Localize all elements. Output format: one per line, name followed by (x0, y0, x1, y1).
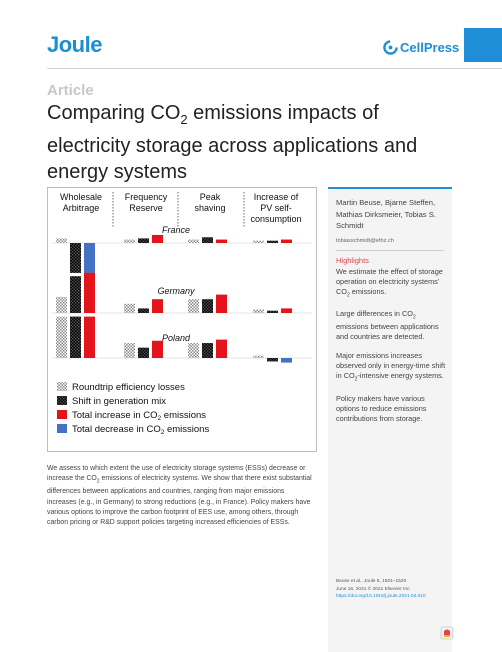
panel-title: Germany (157, 286, 195, 296)
highlights-list: We estimate the effect of storage operat… (328, 267, 452, 424)
shift-bar (70, 243, 81, 273)
shift-bar (202, 299, 213, 313)
column-header-line: Arbitrage (63, 203, 100, 213)
publisher-name: CellPress (400, 40, 460, 55)
column-header-line: consumption (250, 214, 301, 224)
highlights-heading: Highlights (336, 255, 369, 265)
highlight-subscript: 2 (412, 314, 416, 321)
article-title: Comparing CO2 emissions impacts of elect… (47, 100, 447, 185)
cellpress-icon (383, 40, 398, 55)
doi-link[interactable]: https://doi.org/10.1016/j.joule.2021.04.… (336, 594, 426, 599)
summary-paragraph: We assess to which extent the use of ele… (47, 464, 315, 529)
increase-bar (152, 234, 163, 243)
summary-subscript: 2 (96, 478, 100, 485)
decrease-legend-swatch (57, 424, 67, 433)
column-header-line: shaving (194, 203, 225, 213)
journal-logo: Joule (47, 32, 102, 57)
legend-label: Roundtrip efficiency losses (72, 382, 185, 393)
column-header-line: Frequency (125, 192, 168, 202)
column-header-line: PV self- (260, 203, 292, 213)
header-divider (47, 68, 502, 69)
shift-bar (267, 240, 278, 243)
increase-bar (84, 272, 95, 313)
graphical-abstract: Wholesale Arbitrage Frequency Reserve Peak sh… (47, 187, 317, 452)
check-for-updates-icon[interactable] (440, 626, 454, 640)
summary-text: emissions of electricity systems. We sho… (47, 475, 312, 527)
summary-text: We assess to which extent the use of ele… (47, 465, 306, 483)
legend-label: Shift in generation mix (72, 396, 166, 407)
title-part: Comparing CO (47, 102, 181, 124)
roundtrip-bar (188, 239, 199, 243)
sidebar: Martin Beuse, Bjarne Steffen, Mathias Di… (328, 187, 452, 652)
increase-bar (281, 308, 292, 313)
corner-accent (464, 28, 502, 62)
citation: Beuse et al., Joule 5, 1501–1520 June 16… (336, 578, 448, 601)
citation-line: Beuse et al., Joule 5, 1501–1520 (336, 579, 407, 584)
highlight-item: Major emissions increases observed only … (336, 351, 448, 384)
column-header-line: Wholesale (60, 192, 102, 202)
highlight-text: Policy makers have various options to re… (336, 393, 427, 423)
shift-bar (138, 238, 149, 243)
roundtrip-bar (253, 240, 264, 243)
highlight-text: emissions. (349, 286, 387, 296)
highlight-text: emissions between applications and count… (336, 322, 439, 342)
shift-bar (267, 310, 278, 313)
increase-bar (84, 316, 95, 358)
highlight-text: Large differences in CO (336, 308, 413, 318)
decrease-bar (84, 243, 95, 273)
increase-bar (152, 340, 163, 358)
column-header-line: Peak (200, 192, 221, 202)
roundtrip-bar (124, 239, 135, 243)
increase-bar (216, 339, 227, 358)
roundtrip-bar (56, 316, 67, 358)
roundtrip-bar (56, 296, 67, 313)
highlight-item: We estimate the effect of storage operat… (336, 267, 448, 300)
roundtrip-bar (253, 309, 264, 313)
increase-bar (152, 299, 163, 313)
highlight-text: Major emissions increases observed only … (336, 351, 446, 381)
sidebar-top-rule (328, 187, 452, 189)
increase-legend-swatch (57, 410, 67, 419)
roundtrip-bar (188, 299, 199, 313)
roundtrip-legend-swatch (57, 382, 67, 391)
highlight-item: Large differences in CO2 emissions betwe… (336, 309, 448, 342)
decrease-bar (281, 358, 292, 363)
panel-title: Poland (162, 333, 191, 343)
publisher-logo: CellPress (383, 40, 459, 55)
increase-bar (216, 239, 227, 243)
roundtrip-bar (253, 355, 264, 358)
column-header-line: Increase of (254, 192, 299, 202)
legend-label: Total increase in CO2 emissions (72, 410, 206, 422)
highlight-subscript: 2 (354, 376, 358, 383)
roundtrip-bar (124, 343, 135, 358)
author-list: Martin Beuse, Bjarne Steffen, Mathias Di… (336, 198, 436, 230)
sidebar-divider (336, 249, 444, 251)
panel-title: France (162, 225, 190, 235)
title-subscript: 2 (180, 112, 188, 127)
shift-bar (70, 316, 81, 358)
roundtrip-bar (188, 343, 199, 358)
shift-bar (70, 276, 81, 313)
citation-line: June 16, 2021 © 2021 Elsevier Inc. (336, 586, 411, 592)
shift-legend-swatch (57, 396, 67, 405)
article-type: Article (47, 82, 94, 99)
highlight-subscript: 2 (346, 291, 350, 298)
roundtrip-bar (56, 238, 67, 243)
column-header-line: Reserve (129, 203, 163, 213)
shift-bar (267, 358, 278, 362)
legend-label: Total decrease in CO2 emissions (72, 424, 209, 436)
increase-bar (216, 294, 227, 313)
roundtrip-bar (124, 303, 135, 313)
highlight-item: Policy makers have various options to re… (336, 394, 448, 424)
corresponding-email[interactable]: tobiasschmidt@ethz.ch (336, 237, 394, 244)
increase-bar (281, 239, 292, 243)
shift-bar (138, 347, 149, 358)
highlight-text: We estimate the effect of storage operat… (336, 266, 443, 296)
shift-bar (202, 343, 213, 358)
shift-bar (202, 237, 213, 243)
shift-bar (138, 308, 149, 313)
title-part: emissions impacts of electricity storage… (47, 102, 418, 183)
highlight-text: -intensive energy systems. (357, 371, 444, 381)
